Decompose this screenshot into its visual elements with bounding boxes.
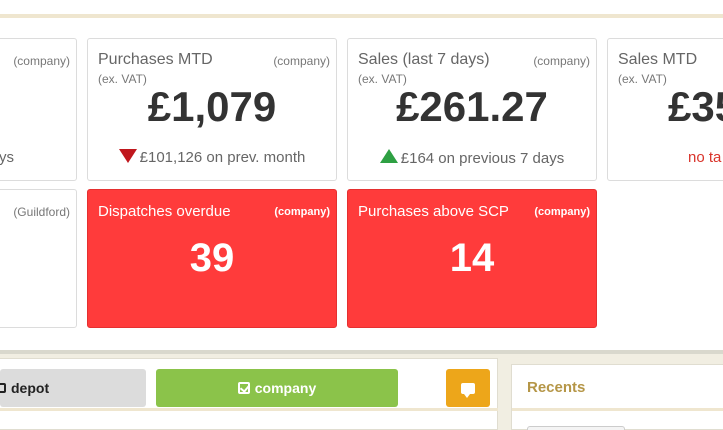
tile-value: £35 (668, 83, 723, 130)
tile-value: £261.27 (396, 83, 548, 130)
depot-button[interactable]: depot (0, 369, 146, 407)
tile-subtitle: (ex. VAT) (618, 72, 667, 86)
tile-title: Dispatches overdue (98, 203, 231, 220)
tile-purchases-mtd[interactable]: Purchases MTD (company) (ex. VAT) £1,079… (87, 38, 337, 181)
top-divider (0, 14, 723, 18)
filter-bar-divider (0, 408, 498, 411)
tile-value: 14 (449, 236, 495, 280)
tile-scope: (company) (273, 54, 330, 68)
tile-note: no ta (688, 149, 722, 166)
tile-purchases-above-scp[interactable]: Purchases above SCP (company) 14 (347, 189, 597, 328)
tile-comparison-fragment: ys (0, 149, 14, 166)
checkbox-checked-icon (237, 382, 250, 394)
tile-sales-7-days[interactable]: Sales (last 7 days) (company) (ex. VAT) … (347, 38, 597, 181)
tile-scope: (company) (274, 206, 330, 218)
tile-title: Sales (last 7 days) (358, 51, 490, 68)
tile-sales-mtd[interactable]: Sales MTD (ex. VAT) £35 no ta (607, 38, 723, 181)
company-label: company (254, 380, 317, 396)
trend-down-icon (118, 149, 137, 163)
tile-partial-left-1[interactable]: (company) ys (0, 38, 77, 181)
chat-button[interactable] (446, 369, 490, 407)
section-divider (0, 350, 723, 354)
recents-panel: Recents (511, 364, 723, 430)
comparison-text: £164 on previous 7 days (400, 150, 565, 167)
tile-subtitle: (ex. VAT) (98, 72, 147, 86)
chat-bubble-icon (461, 382, 475, 398)
tile-dispatches-overdue[interactable]: Dispatches overdue (company) 39 (87, 189, 337, 328)
tile-scope: (company) (534, 206, 590, 218)
tile-title: Purchases above SCP (358, 203, 509, 220)
tile-title: Sales MTD (618, 51, 698, 68)
tile-scope: (Guildford) (13, 205, 70, 219)
company-button[interactable]: company (156, 369, 398, 407)
recents-header: Recents (527, 379, 586, 396)
tile-subtitle: (ex. VAT) (358, 72, 407, 86)
trend-up-icon (379, 149, 398, 163)
recents-divider (512, 408, 723, 411)
tile-comparison: £101,126 on prev. month (88, 149, 336, 166)
tile-partial-left-2[interactable]: (Guildford) (0, 189, 77, 328)
tile-scope: (company) (533, 54, 590, 68)
tile-comparison: £164 on previous 7 days (348, 149, 596, 167)
checkbox-empty-icon (0, 383, 6, 393)
tile-title: Purchases MTD (98, 51, 213, 68)
top-band (0, 0, 723, 14)
depot-label: depot (11, 380, 50, 396)
tile-scope: (company) (13, 54, 70, 68)
comparison-text: £101,126 on prev. month (139, 149, 306, 166)
tile-value: £1,079 (147, 83, 277, 130)
recents-item[interactable] (527, 426, 625, 430)
tile-value: 39 (189, 236, 235, 280)
